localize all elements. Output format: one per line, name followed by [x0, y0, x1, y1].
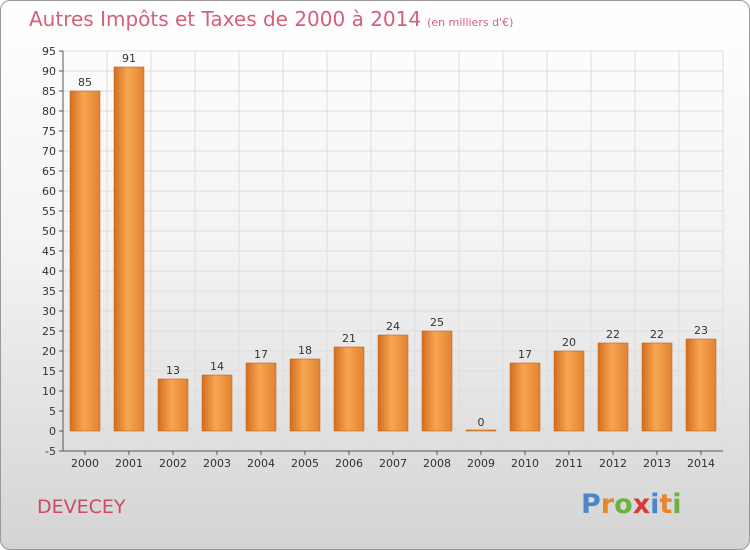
commune-name: DEVECEY	[37, 496, 126, 518]
bar-2004	[245, 362, 277, 432]
y-tick-label: 50	[42, 225, 56, 238]
bar-2002	[157, 378, 189, 432]
bar-2014	[685, 338, 717, 432]
x-tick-label: 2007	[379, 457, 407, 470]
x-tick-label: 2006	[335, 457, 363, 470]
y-tick-label: 10	[42, 385, 56, 398]
bar-2009	[465, 429, 497, 432]
data-label-2013: 22	[650, 328, 664, 341]
data-label-2014: 23	[694, 324, 708, 337]
y-tick-label: 65	[42, 165, 56, 178]
y-tick-label: 95	[42, 45, 56, 58]
bars	[69, 66, 717, 432]
logo-letter: r	[600, 489, 615, 520]
x-tick-label: 2009	[467, 457, 495, 470]
bar-2013	[641, 342, 673, 432]
data-label-2004: 17	[254, 348, 268, 361]
y-tick-label: 25	[42, 325, 56, 338]
data-label-2010: 17	[518, 348, 532, 361]
data-label-2011: 20	[562, 336, 576, 349]
chart-title: Autres Impôts et Taxes de 2000 à 2014 (en…	[29, 7, 513, 31]
logo-letter: i	[672, 489, 682, 520]
x-tick-label: 2011	[555, 457, 583, 470]
y-tick-label: 45	[42, 245, 56, 258]
data-label-2009: 0	[478, 416, 485, 429]
data-label-2007: 24	[386, 320, 400, 333]
bar-2011	[553, 350, 585, 432]
y-tick-label: 0	[49, 425, 56, 438]
data-labels: 85 91 13 14 17 18 21 24 25 0 17 20 22 22 23	[78, 52, 708, 429]
x-tick-label: 2002	[159, 457, 187, 470]
x-tick-label: 2005	[291, 457, 319, 470]
y-tick-label: 80	[42, 105, 56, 118]
y-tick-label: 35	[42, 285, 56, 298]
logo-letter: i	[650, 489, 660, 520]
bar-2006	[333, 346, 365, 432]
x-tick-label: 2008	[423, 457, 451, 470]
chart-title-text: Autres Impôts et Taxes de 2000 à 2014	[29, 7, 422, 31]
bar-2008	[421, 330, 453, 432]
axes: -5 0 5 10 15 20 25 30 35 40 45 50 55 60 65 70 75 80 85 90 95…	[42, 45, 723, 470]
x-tick-label: 2000	[71, 457, 99, 470]
bar-2010	[509, 362, 541, 432]
y-tick-label: 90	[42, 65, 56, 78]
y-tick-label: 60	[42, 185, 56, 198]
y-tick-label: 30	[42, 305, 56, 318]
bar-2003	[201, 374, 233, 432]
bar-2000	[69, 90, 101, 432]
data-label-2002: 13	[166, 364, 180, 377]
y-tick-label: 40	[42, 265, 56, 278]
data-label-2006: 21	[342, 332, 356, 345]
y-tick-label: 15	[42, 365, 56, 378]
x-tick-label: 2001	[115, 457, 143, 470]
chart-unit-text: (en milliers d'€)	[427, 16, 514, 29]
logo-letter: t	[659, 489, 673, 520]
y-tick-label: 85	[42, 85, 56, 98]
x-tick-label: 2004	[247, 457, 275, 470]
bar-2007	[377, 334, 409, 432]
logo-letter: o	[614, 489, 633, 520]
x-tick-label: 2003	[203, 457, 231, 470]
data-label-2008: 25	[430, 316, 444, 329]
data-label-2003: 14	[210, 360, 224, 373]
data-label-2001: 91	[122, 52, 136, 65]
y-tick-label: 5	[49, 405, 56, 418]
y-tick-label: -5	[45, 445, 56, 458]
y-tick-label: 55	[42, 205, 56, 218]
data-label-2005: 18	[298, 344, 312, 357]
logo-letter: x	[632, 489, 651, 520]
y-tick-label: 75	[42, 125, 56, 138]
x-tick-label: 2014	[687, 457, 715, 470]
bar-2012	[597, 342, 629, 432]
y-tick-label: 70	[42, 145, 56, 158]
bar-2005	[289, 358, 321, 432]
x-tick-label: 2010	[511, 457, 539, 470]
data-label-2000: 85	[78, 76, 92, 89]
data-label-2012: 22	[606, 328, 620, 341]
x-tick-label: 2012	[599, 457, 627, 470]
logo-letter: P	[581, 489, 601, 520]
proxiti-logo[interactable]: Proxiti	[581, 489, 682, 520]
x-tick-label: 2013	[643, 457, 671, 470]
bar-2001	[113, 66, 145, 432]
y-tick-label: 20	[42, 345, 56, 358]
